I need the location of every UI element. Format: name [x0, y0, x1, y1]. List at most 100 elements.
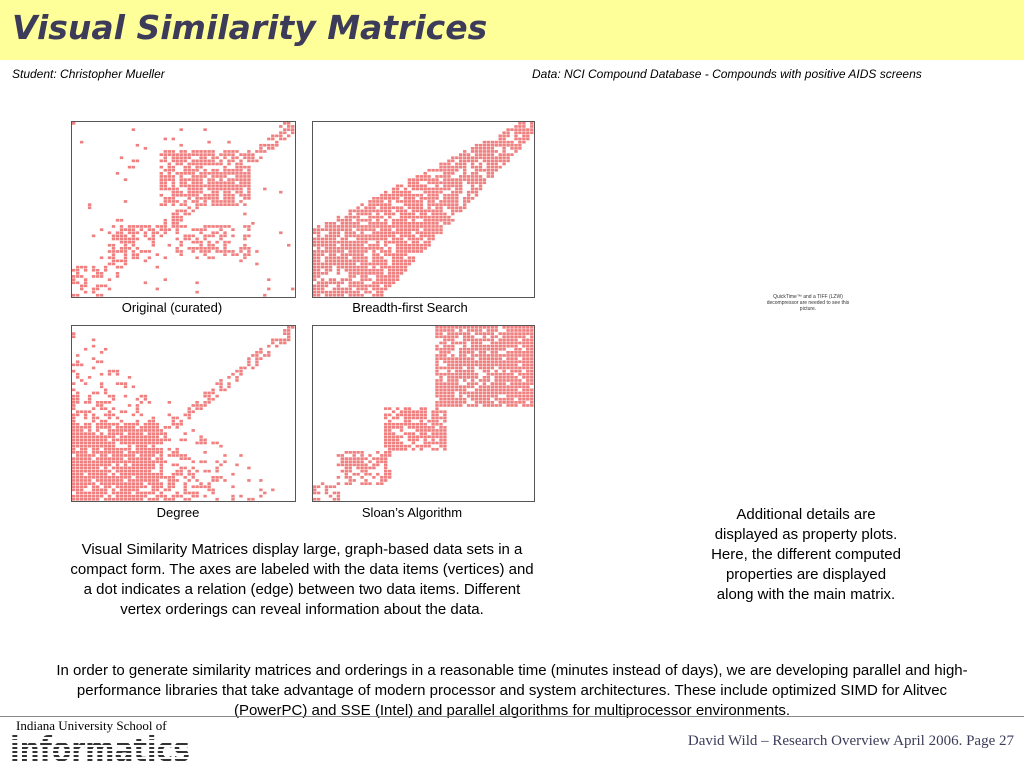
matrix-dot: [107, 262, 112, 266]
matrix-dot: [211, 168, 215, 172]
matrix-dot: [135, 159, 140, 163]
matrix-dot: [131, 228, 136, 231]
matrix-dot: [498, 347, 502, 351]
matrix-dot: [76, 394, 80, 398]
matrix-dot: [83, 451, 88, 454]
matrix-dot: [80, 429, 84, 432]
matrix-dot: [199, 460, 203, 464]
matrix-dot: [239, 175, 243, 178]
matrix-dot: [419, 234, 423, 238]
matrix-dot: [498, 382, 502, 385]
matrix-dot: [474, 329, 479, 332]
matrix-dot: [155, 432, 159, 435]
matrix-dot: [506, 153, 510, 156]
matrix-dot: [199, 150, 203, 153]
matrix-dot: [463, 332, 467, 335]
matrix-dot: [107, 413, 112, 417]
matrix-dot: [447, 379, 451, 382]
matrix-dot: [91, 391, 96, 395]
matrix-dot: [435, 360, 439, 364]
matrix-dot: [435, 357, 439, 360]
matrix-dot: [147, 426, 152, 429]
matrix-dot: [171, 178, 175, 181]
matrix-dot: [395, 265, 400, 269]
matrix-dot: [356, 272, 360, 275]
matrix-dot: [482, 385, 487, 389]
matrix-dot: [171, 422, 175, 426]
matrix-dot: [403, 262, 408, 266]
matrix-dot: [455, 178, 459, 181]
matrix-dot: [419, 444, 423, 448]
matrix-dot: [159, 228, 163, 231]
matrix-dot: [151, 432, 155, 435]
matrix-dot: [498, 341, 502, 345]
matrix-dot: [95, 426, 100, 429]
matrix-dot: [522, 351, 526, 354]
matrix-dot: [115, 369, 120, 373]
matrix-dot: [119, 479, 124, 482]
matrix-dot: [95, 275, 100, 278]
matrix-dot: [91, 234, 96, 238]
matrix-dot: [384, 212, 388, 216]
matrix-dot: [243, 172, 247, 175]
matrix-dot: [459, 332, 463, 335]
matrix-dot: [486, 379, 490, 382]
matrix-dot: [119, 488, 124, 492]
matrix-dot: [439, 385, 443, 389]
matrix-dot: [336, 265, 341, 269]
matrix-dot: [352, 243, 356, 247]
matrix-dot: [328, 250, 333, 253]
matrix-dot: [263, 143, 267, 147]
matrix-dot: [151, 482, 155, 485]
matrix-dot: [187, 153, 191, 156]
matrix-dot: [431, 432, 435, 435]
matrix-dot: [320, 290, 325, 294]
matrix-dot: [395, 240, 400, 244]
matrix-dot: [103, 472, 108, 476]
matrix-dot: [316, 275, 321, 278]
matrix-dot: [340, 218, 344, 222]
matrix-dot: [395, 444, 400, 448]
matrix-dot: [175, 156, 179, 160]
matrix-dot: [139, 469, 144, 473]
matrix-dot: [195, 162, 199, 166]
matrix-dot: [175, 215, 179, 219]
matrix-dot: [139, 451, 144, 454]
matrix-dot: [175, 237, 179, 241]
matrix-dot: [91, 472, 96, 476]
matrix-dot: [183, 168, 187, 172]
matrix-dot: [415, 416, 419, 420]
matrix-dot: [427, 215, 431, 219]
matrix-dot: [340, 463, 344, 467]
matrix-dot: [159, 175, 163, 178]
matrix-dot: [403, 247, 408, 250]
matrix-dot: [470, 329, 475, 332]
matrix-dot: [451, 206, 455, 210]
matrix-dot: [474, 401, 479, 404]
matrix-dot: [439, 347, 443, 351]
matrix-dot: [127, 228, 132, 231]
matrix-dot: [271, 134, 275, 138]
matrix-dot: [131, 128, 136, 131]
matrix-dot: [175, 491, 179, 495]
matrix-dot: [143, 494, 148, 498]
matrix-dot: [95, 463, 100, 467]
matrix-dot: [231, 187, 235, 191]
matrix-dot: [115, 231, 120, 235]
matrix-dot: [99, 275, 104, 278]
matrix-dot: [243, 178, 247, 181]
matrix-dot: [207, 234, 211, 238]
matrix-dot: [243, 175, 247, 178]
matrix-dot: [91, 416, 96, 420]
matrix-dot: [72, 394, 76, 398]
matrix-dot: [103, 463, 108, 467]
matrix-dot: [72, 469, 76, 473]
matrix-dot: [76, 476, 80, 479]
matrix-dot: [167, 454, 171, 457]
matrix-dot: [407, 416, 412, 420]
matrix-dot: [459, 159, 463, 163]
matrix-dot: [526, 376, 530, 379]
matrix-dot: [316, 240, 321, 244]
matrix-dot: [502, 332, 506, 335]
matrix-dot: [336, 272, 341, 275]
